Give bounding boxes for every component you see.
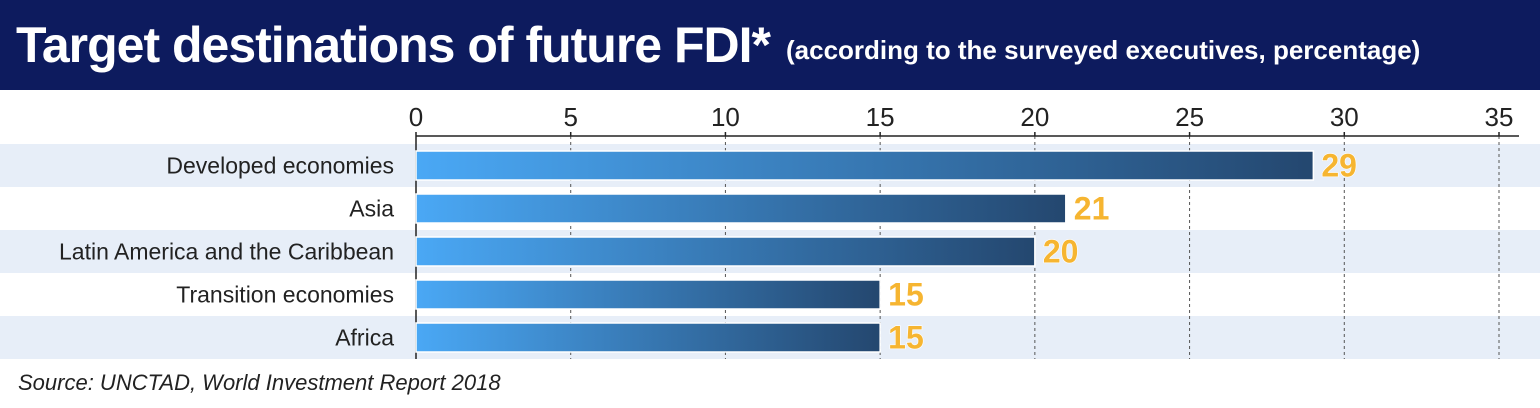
category-label: Africa: [335, 325, 394, 351]
data-label: 29: [1321, 148, 1357, 184]
bar: [415, 193, 1067, 224]
x-tick-label: 0: [409, 102, 423, 132]
data-label: 15: [888, 320, 924, 356]
x-tick-label: 35: [1485, 102, 1514, 132]
x-tick-label: 25: [1175, 102, 1204, 132]
chart-title: Target destinations of future FDI*: [16, 17, 771, 73]
bar-chart: 0 5 10 15 20 25 30 35 Developed economies 29 Asia 2…: [0, 102, 1540, 359]
bar: [415, 279, 881, 310]
category-label: Latin America and the Caribbean: [59, 239, 394, 265]
bar: [415, 236, 1036, 267]
title-block: Target destinations of future FDI* (acco…: [16, 8, 1420, 82]
x-tick-label: 5: [563, 102, 577, 132]
bar: [415, 322, 881, 353]
x-tick-label: 10: [711, 102, 740, 132]
chart-subtitle: (according to the surveyed executives, p…: [786, 34, 1421, 65]
data-label: 21: [1074, 191, 1110, 227]
x-tick-label: 20: [1020, 102, 1049, 132]
bar: [415, 150, 1315, 181]
data-label: 20: [1043, 234, 1079, 270]
data-label: 15: [888, 277, 924, 313]
x-tick-label: 15: [866, 102, 895, 132]
x-tick-label: 30: [1330, 102, 1359, 132]
category-label: Transition economies: [176, 282, 394, 308]
category-label: Asia: [349, 196, 394, 222]
source-note: Source: UNCTAD, World Investment Report …: [18, 370, 501, 395]
header-banner: Target destinations of future FDI* (acco…: [0, 0, 1540, 90]
category-label: Developed economies: [166, 153, 394, 179]
